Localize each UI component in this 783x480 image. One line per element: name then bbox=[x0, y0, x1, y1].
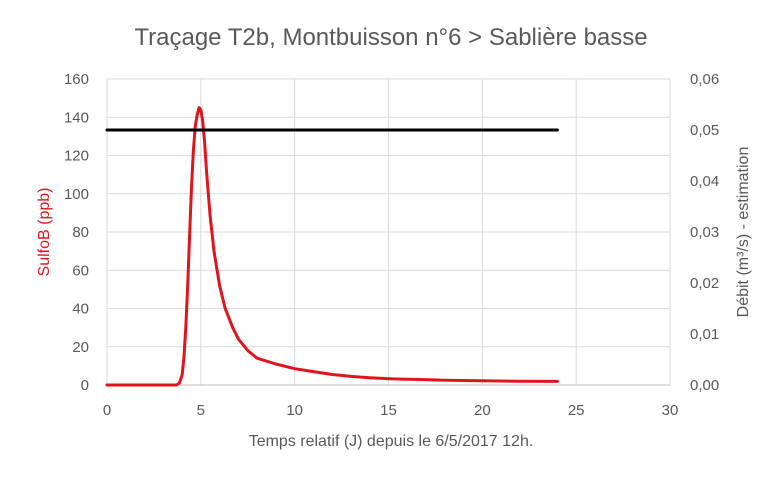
y-right-tick-label: 0,05 bbox=[690, 122, 719, 139]
y-right-tick-labels: 0,00 0,01 0,02 0,03 0,04 0,05 0,06 bbox=[690, 71, 719, 394]
y-left-tick-labels: 0 20 40 60 80 100 120 140 160 bbox=[64, 71, 89, 394]
chart-title: Traçage T2b, Montbuisson n°6 > Sablière … bbox=[134, 24, 647, 51]
y-left-tick-label: 40 bbox=[72, 301, 89, 318]
x-tick-label: 25 bbox=[568, 402, 585, 419]
x-tick-label: 10 bbox=[286, 402, 303, 419]
y-right-tick-label: 0,01 bbox=[690, 326, 719, 343]
y-right-tick-label: 0,06 bbox=[690, 71, 719, 88]
y-right-axis-title: Débit (m³/s) - estimation bbox=[735, 147, 752, 318]
x-tick-label: 15 bbox=[380, 402, 397, 419]
x-tick-label: 5 bbox=[197, 402, 205, 419]
x-axis-title: Temps relatif (J) depuis le 6/5/2017 12h… bbox=[249, 433, 534, 450]
x-tick-labels: 0 5 10 15 20 25 30 bbox=[103, 402, 679, 419]
x-tick-label: 0 bbox=[103, 402, 111, 419]
y-right-tick-label: 0,03 bbox=[690, 224, 719, 241]
y-left-axis-title: SulfoB (ppb) bbox=[36, 188, 53, 277]
y-left-tick-label: 80 bbox=[72, 224, 89, 241]
sulfob-series-line bbox=[105, 106, 559, 387]
y-right-tick-label: 0,00 bbox=[690, 377, 719, 394]
y-left-tick-label: 0 bbox=[81, 377, 89, 394]
y-right-tick-label: 0,02 bbox=[690, 275, 719, 292]
grid-lines bbox=[107, 78, 671, 385]
series-lines bbox=[105, 106, 559, 387]
y-left-tick-label: 20 bbox=[72, 339, 89, 356]
y-left-tick-label: 140 bbox=[64, 109, 89, 126]
y-left-tick-label: 160 bbox=[64, 71, 89, 88]
y-left-tick-label: 100 bbox=[64, 186, 89, 203]
x-tick-label: 20 bbox=[474, 402, 491, 419]
y-right-tick-label: 0,04 bbox=[690, 173, 719, 190]
y-left-tick-label: 60 bbox=[72, 262, 89, 279]
x-tick-label: 30 bbox=[662, 402, 679, 419]
y-left-tick-label: 120 bbox=[64, 148, 89, 165]
